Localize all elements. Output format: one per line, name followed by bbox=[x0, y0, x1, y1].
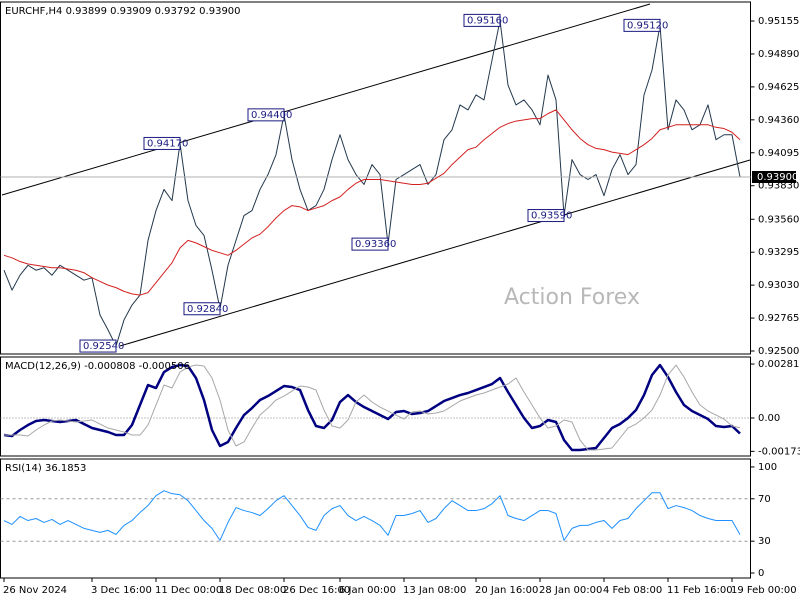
y-tick-label: 0 bbox=[758, 568, 764, 579]
y-tick-label: 70 bbox=[758, 494, 771, 505]
x-tick-label: 19 Feb 00:00 bbox=[731, 585, 797, 596]
price-label: 0.94400 bbox=[251, 110, 292, 121]
y-tick-label: -0.001737 bbox=[758, 446, 800, 457]
channel-upper bbox=[1, 3, 651, 196]
x-tick-label: 26 Dec 16:00 bbox=[283, 585, 350, 596]
x-tick-label: 3 Dec 16:00 bbox=[91, 585, 152, 596]
y-tick-label: 0.95155 bbox=[758, 16, 799, 27]
watermark: Action Forex bbox=[504, 285, 640, 310]
y-tick-label: 0.93560 bbox=[758, 214, 799, 225]
y-tick-label: 0.93030 bbox=[758, 280, 799, 291]
price-label-box bbox=[623, 18, 661, 32]
y-tick-label: 0.94360 bbox=[758, 115, 799, 126]
price-label-box bbox=[351, 237, 389, 251]
price-label: 0.95160 bbox=[467, 15, 508, 26]
price-label: 0.95120 bbox=[627, 20, 668, 31]
panel-title: EURCHF,H4 0.93899 0.93909 0.93792 0.9390… bbox=[5, 6, 241, 17]
y-tick-label: 0.92500 bbox=[758, 346, 799, 357]
channel bbox=[1, 3, 751, 347]
price-tag bbox=[752, 171, 796, 184]
price-label-box bbox=[527, 209, 565, 223]
price-label-box bbox=[79, 339, 117, 353]
price-label: 0.93360 bbox=[355, 239, 396, 250]
price-label: 0.92540 bbox=[83, 341, 124, 352]
y-tick-label: 0.93830 bbox=[758, 181, 799, 192]
price-tag-label: 0.93900 bbox=[757, 172, 798, 183]
y-tick-label: 0.94095 bbox=[758, 148, 799, 159]
series-line bbox=[3, 490, 741, 541]
panel-frame bbox=[0, 458, 751, 579]
series-line bbox=[4, 364, 741, 451]
price-label-box bbox=[463, 13, 501, 27]
y-tick-label: 0.92765 bbox=[758, 313, 799, 324]
y-tick-label: 0.94890 bbox=[758, 49, 799, 60]
panel-title: MACD(12,26,9) -0.000808 -0.000506 bbox=[5, 361, 190, 372]
y-tick-label: 30 bbox=[758, 536, 771, 547]
price-label: 0.94170 bbox=[147, 138, 188, 149]
channel-lower bbox=[119, 159, 751, 347]
series-line bbox=[3, 19, 741, 347]
panel-frame bbox=[0, 1, 751, 355]
series-line bbox=[3, 363, 741, 452]
price-label: 0.93590 bbox=[531, 211, 572, 222]
x-tick-label: 4 Feb 08:00 bbox=[603, 585, 662, 596]
x-tick-label: 20 Jan 16:00 bbox=[475, 585, 538, 596]
x-tick-label: 13 Jan 08:00 bbox=[403, 585, 466, 596]
y-tick-label: 0.002813 bbox=[758, 359, 800, 370]
x-tick-label: 11 Feb 16:00 bbox=[667, 585, 733, 596]
price-label: 0.92840 bbox=[187, 304, 228, 315]
x-tick-label: 11 Dec 00:00 bbox=[155, 585, 222, 596]
x-tick-label: 26 Nov 2024 bbox=[3, 585, 67, 596]
price-label-box bbox=[183, 302, 221, 316]
y-tick-label: 0.93295 bbox=[758, 247, 799, 258]
y-tick-label: 0.00 bbox=[758, 413, 780, 424]
x-tick-label: 6 Jan 00:00 bbox=[339, 585, 396, 596]
panel-frame bbox=[0, 356, 751, 457]
y-tick-label: 0.94625 bbox=[758, 82, 799, 93]
x-tick-label: 28 Jan 00:00 bbox=[539, 585, 602, 596]
x-tick-label: 18 Dec 08:00 bbox=[219, 585, 286, 596]
panel-title: RSI(14) 36.1853 bbox=[5, 463, 86, 474]
price-label-box bbox=[247, 108, 285, 122]
series-line bbox=[3, 109, 741, 296]
price-label-box bbox=[143, 136, 181, 150]
y-tick-label: 100 bbox=[758, 462, 777, 473]
